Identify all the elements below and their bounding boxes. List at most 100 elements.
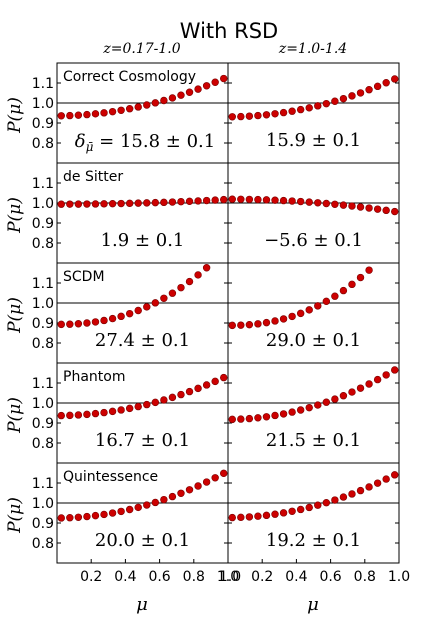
data-point [331,292,339,300]
data-point [168,289,177,297]
data-point [296,197,305,206]
data-point [391,471,399,479]
data-point [373,205,382,213]
data-point [194,384,202,393]
data-point [66,411,74,420]
data-point [271,510,279,518]
data-point [322,199,331,208]
data-point [74,320,83,328]
data-point [220,469,228,478]
data-point [382,79,390,87]
data-point [151,299,160,307]
data-point [288,507,296,515]
data-point [356,203,365,211]
data-point [160,198,168,207]
data-point [83,200,91,208]
data-point [288,107,296,115]
data-point [228,113,236,121]
data-point [305,403,313,412]
y-tick-label: 1.1 [32,376,54,392]
data-point [331,97,339,105]
data-point [365,266,373,274]
y-tick-label: 0.9 [32,316,54,332]
data-point [288,312,296,321]
data-point [143,199,151,207]
panel-value-label: δμ̄ = 15.8 ± 0.1 [75,131,215,154]
data-point [322,99,331,108]
panel-value-label: 16.7 ± 0.1 [95,430,190,451]
x-tick-label: 0.8 [183,569,205,585]
data-point [177,197,185,206]
data-point [391,366,399,374]
data-point [66,200,74,208]
y-axis-label: P(μ) [5,497,25,534]
data-point [322,297,331,306]
data-point [91,200,100,208]
data-point [143,101,151,109]
data-point [220,195,228,204]
data-point [83,512,91,521]
data-point [288,197,296,205]
panel-value-label: 21.5 ± 0.1 [266,430,361,451]
y-tick-label: 0.9 [32,216,54,232]
data-point [373,375,382,384]
data-point [314,199,322,207]
data-point [339,392,348,400]
data-point [202,82,211,90]
data-point [202,381,211,389]
x-tick-label: 1.0 [388,569,410,585]
data-point [100,510,108,519]
data-point [296,309,305,318]
data-point [356,273,365,282]
data-point [365,204,373,212]
y-tick-label: 1.1 [32,476,54,492]
data-point [57,514,65,522]
data-point [237,195,245,203]
data-point [331,200,339,208]
data-point [382,371,390,379]
cosmology-name: SCDM [63,269,105,285]
data-point [185,387,194,396]
data-point [100,109,108,117]
data-point [100,408,108,417]
data-point [245,112,254,120]
data-point [108,509,117,517]
cosmology-name: de Sitter [63,169,123,185]
data-point [57,411,65,420]
data-point [151,198,160,207]
data-point [168,492,177,501]
x-tick-label: 1.0 [217,569,239,585]
data-point [194,197,202,205]
data-point [143,501,151,509]
data-point [373,82,382,91]
data-point [108,314,117,323]
data-point [185,277,194,286]
x-tick-label: 0.4 [114,569,136,585]
data-point [254,111,262,120]
data-point [177,390,185,399]
data-point [365,483,373,491]
data-point [125,404,134,413]
y-tick-label: 1.1 [32,176,54,192]
data-point [160,294,168,302]
data-point [262,196,271,204]
y-tick-label: 1.0 [32,396,54,412]
data-point [143,400,151,409]
data-point [373,479,382,487]
data-point [211,196,219,204]
data-point [228,195,236,203]
data-point [125,309,134,318]
data-point [279,315,288,323]
data-point [83,410,91,419]
y-tick-label: 0.8 [32,436,54,452]
y-tick-label: 0.8 [32,536,54,552]
data-point [194,271,202,279]
data-point [74,411,83,419]
y-axis-label: P(μ) [5,297,25,334]
data-point [279,196,288,205]
data-point [305,503,313,512]
y-tick-label: 0.9 [32,516,54,532]
cosmology-name: Phantom [63,369,125,385]
data-point [314,501,322,509]
data-point [211,474,219,482]
